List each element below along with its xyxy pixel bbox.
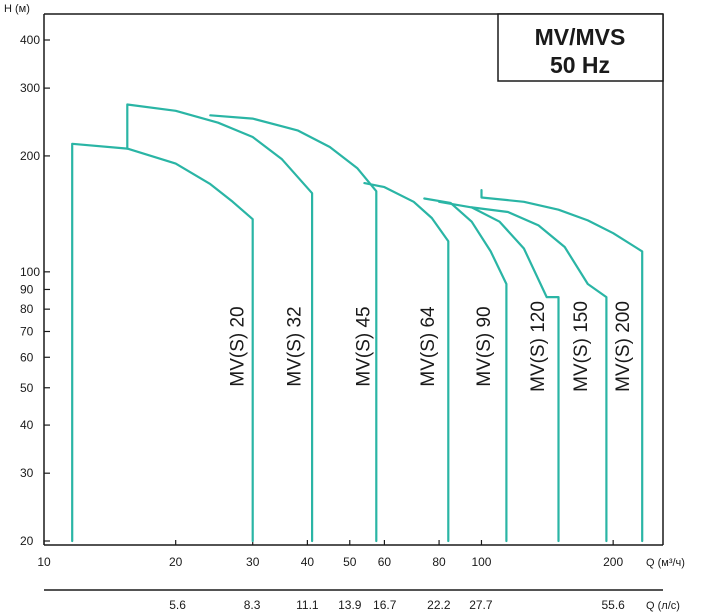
x-tick-label: 30: [246, 555, 260, 569]
series-label: MV(S) 45: [354, 306, 375, 386]
y-tick-label: 20: [20, 534, 34, 548]
x2-tick-label: 13.9: [338, 598, 362, 612]
series-label: MV(S) 64: [418, 306, 439, 387]
legend-box-frame: [497, 13, 664, 82]
x2-tick-label: 8.3: [244, 598, 261, 612]
x-tick-label: 80: [432, 555, 446, 569]
secondary-x-axis-label: Q (л/с): [646, 600, 680, 612]
x-tick-label: 20: [169, 555, 183, 569]
x2-tick-label: 22.2: [427, 598, 451, 612]
series-label: MV(S) 20: [228, 306, 249, 386]
legend-box: MV/MVS 50 Hz: [497, 13, 664, 82]
x-tick-label: 50: [343, 555, 357, 569]
y-tick-label: 70: [20, 324, 34, 338]
series-label: MV(S) 32: [285, 306, 306, 386]
x-tick-label: 100: [471, 555, 491, 569]
series-curve: [470, 206, 608, 543]
x2-tick-label: 55.6: [601, 598, 625, 612]
series-label: MV(S) 200: [613, 301, 634, 392]
y-axis-ticks: 20 30 40 50 60 70 80 90 100 200 300 400: [20, 33, 50, 548]
x2-tick-label: 16.7: [373, 598, 397, 612]
x-axis-ticks: 10 20 30 40 50 60 80 100 200: [37, 540, 623, 569]
chart-subtitle: 50 Hz: [550, 52, 610, 78]
series-label: MV(S) 90: [474, 306, 495, 386]
series-label: MV(S) 120: [528, 301, 549, 392]
x2-tick-label: 27.7: [469, 598, 493, 612]
y-tick-label: 200: [20, 149, 40, 163]
x-tick-label: 200: [603, 555, 623, 569]
y-tick-label: 80: [20, 302, 34, 316]
y-tick-label: 400: [20, 33, 40, 47]
x2-tick-label: 11.1: [296, 598, 319, 612]
y-tick-label: 100: [20, 265, 40, 279]
y-tick-label: 90: [20, 282, 34, 296]
y-tick-label: 300: [20, 81, 40, 95]
secondary-x-axis-ticks: 5.6 8.3 11.1 13.9 16.7 22.2 27.7 55.6: [169, 598, 625, 612]
y-tick-label: 60: [20, 350, 34, 364]
y-tick-label: 40: [20, 418, 34, 432]
x-tick-label: 60: [378, 555, 392, 569]
series-curves: [71, 103, 644, 543]
series-curve: [126, 103, 314, 543]
series-curve: [363, 182, 450, 543]
y-tick-label: 50: [20, 381, 34, 395]
chart-title: MV/MVS: [535, 24, 626, 50]
series-curve: [209, 114, 378, 543]
y-tick-label: 30: [20, 466, 34, 480]
x-axis-label: Q (м³/ч): [646, 557, 685, 569]
x-tick-label: 40: [301, 555, 315, 569]
series-label: MV(S) 150: [571, 301, 592, 392]
series-labels: MV(S) 20 MV(S) 32 MV(S) 45 MV(S) 64 MV(S) 90…: [228, 301, 634, 392]
x-tick-label: 10: [37, 555, 51, 569]
x2-tick-label: 5.6: [169, 598, 186, 612]
series-curve: [71, 142, 254, 543]
y-axis-label: H (м): [4, 3, 30, 15]
series-curve: [480, 189, 644, 543]
